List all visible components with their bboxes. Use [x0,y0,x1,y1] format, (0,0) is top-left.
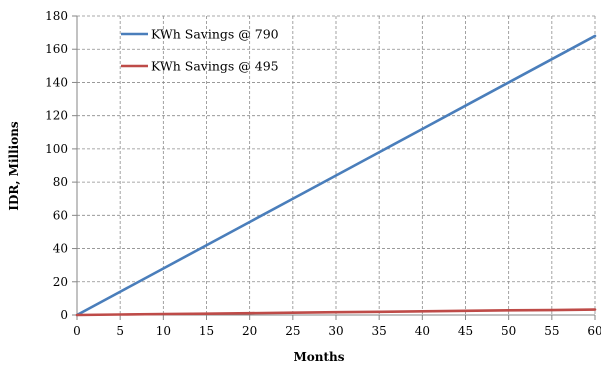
y-tick-label: 20 [53,275,68,289]
y-tick-label: 160 [45,42,68,56]
series-line-1 [75,34,597,317]
x-tick-label: 50 [501,324,516,338]
tick-labels: 0 20 40 60 80 100 120 140 160 180 0 5 10 15 20 25 30 35 40… [45,9,601,338]
x-tick-label: 60 [587,324,601,338]
y-tick-label: 100 [45,142,68,156]
legend-label-2: KWh Savings @ 495 [151,59,279,74]
series-line-2 [75,308,597,317]
data-series [75,34,597,317]
y-axis-title: IDR, Millions [7,121,21,211]
x-tick-label: 30 [328,324,343,338]
x-tick-label: 55 [544,324,559,338]
y-tick-label: 120 [45,109,68,123]
y-tick-label: 180 [45,9,68,23]
x-tick-label: 5 [116,324,124,338]
x-tick-label: 25 [285,324,300,338]
x-tick-label: 35 [372,324,387,338]
x-tick-label: 15 [199,324,214,338]
legend-label-1: KWh Savings @ 790 [151,27,279,42]
x-tick-label: 45 [458,324,473,338]
y-tick-label: 0 [60,308,68,322]
x-tick-label: 40 [415,324,430,338]
y-tick-label: 40 [53,242,68,256]
y-tick-label: 140 [45,75,68,89]
x-tick-label: 20 [242,324,257,338]
y-tick-label: 80 [53,175,68,189]
x-tick-label: 10 [156,324,171,338]
legend: KWh Savings @ 790 KWh Savings @ 495 [121,27,279,74]
x-axis-title: Months [293,350,344,364]
x-tick-label: 0 [73,324,81,338]
y-tick-label: 60 [53,208,68,222]
